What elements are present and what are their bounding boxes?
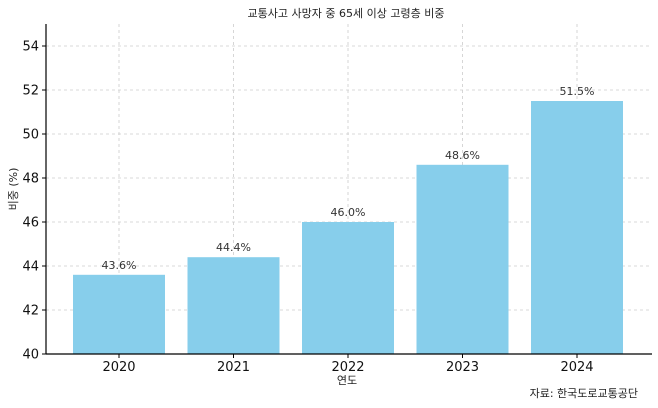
data-label-2023: 48.6% bbox=[445, 149, 480, 162]
x-tick-label-2022: 2022 bbox=[331, 360, 364, 375]
x-tick-label-2021: 2021 bbox=[217, 360, 250, 375]
data-label-2024: 51.5% bbox=[560, 85, 595, 98]
axes bbox=[45, 24, 652, 355]
data-label-2022: 46.0% bbox=[331, 206, 366, 219]
data-labels: 43.6% 44.4% 46.0% 48.6% 51.5% bbox=[102, 85, 595, 272]
y-tick-label: 52 bbox=[22, 84, 39, 99]
data-label-2020: 43.6% bbox=[102, 259, 137, 272]
x-tick-label-2020: 2020 bbox=[102, 360, 135, 375]
bar-2021 bbox=[187, 257, 280, 354]
y-tick-label: 50 bbox=[22, 128, 39, 143]
y-tick-label: 44 bbox=[22, 260, 39, 275]
bars bbox=[73, 101, 623, 354]
data-label-2021: 44.4% bbox=[216, 241, 251, 254]
x-tick-label-2023: 2023 bbox=[446, 360, 479, 375]
x-ticks: 2020 2021 2022 2023 2024 bbox=[102, 354, 594, 375]
x-tick-label-2024: 2024 bbox=[560, 360, 593, 375]
chart-title: 교통사고 사망자 중 65세 이상 고령층 비중 bbox=[248, 7, 445, 20]
y-tick-label: 46 bbox=[22, 216, 39, 231]
y-axis-label: 비중 (%) bbox=[7, 168, 20, 211]
y-tick-label: 48 bbox=[22, 172, 39, 187]
y-tick-label: 40 bbox=[22, 348, 39, 363]
y-ticks: 40 42 44 46 48 50 52 54 bbox=[22, 40, 46, 363]
y-tick-label: 42 bbox=[22, 304, 39, 319]
bar-2023 bbox=[416, 164, 509, 354]
x-axis-label: 연도 bbox=[337, 374, 357, 387]
bar-2020 bbox=[73, 274, 165, 354]
y-tick-label: 54 bbox=[22, 40, 39, 55]
source-note: 자료: 한국도로교통공단 bbox=[530, 387, 638, 400]
bar-2024 bbox=[531, 101, 623, 354]
bar-2022 bbox=[302, 222, 394, 354]
